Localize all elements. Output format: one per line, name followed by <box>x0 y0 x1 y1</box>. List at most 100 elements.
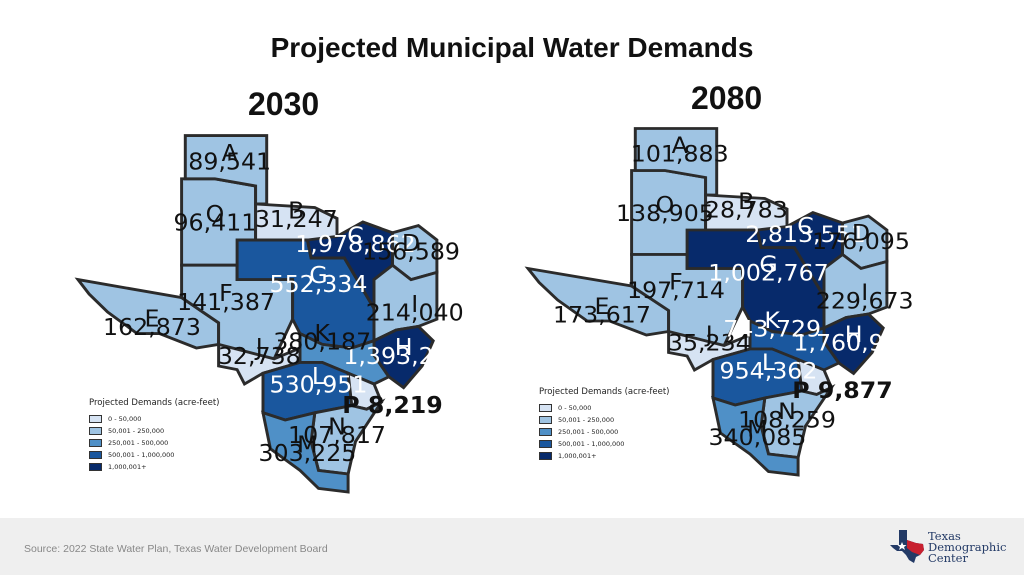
region-value: 380,187 <box>273 328 371 356</box>
map-2080-year: 2080 <box>691 80 763 116</box>
legend-item: 250,001 - 500,000 <box>89 437 220 449</box>
region-J-label: J35,234 <box>668 323 751 357</box>
region-name: I <box>411 290 418 318</box>
map-2080: A 101,883 B 28,783 C 2,813,551 D 176,095 E 173,61… <box>524 125 914 477</box>
legend-label: 250,001 - 500,000 <box>108 439 169 447</box>
region-value: 156,589 <box>362 238 460 266</box>
legend-swatch <box>539 428 552 436</box>
region-name: A <box>672 134 688 159</box>
legend-swatch <box>89 463 102 471</box>
region-value: 2,813,551 <box>745 222 865 247</box>
region-H-label: H1,760,938 <box>793 323 913 357</box>
legend-swatch <box>89 439 102 447</box>
region-value: 35,234 <box>668 331 751 356</box>
region-B <box>254 202 339 242</box>
legend-swatch <box>539 452 552 460</box>
region-name: L <box>312 362 325 390</box>
region-name: E <box>595 295 610 320</box>
region-name: G <box>309 262 327 290</box>
texas-flag-icon <box>890 530 924 563</box>
legend-item: 0 - 50,000 <box>539 402 670 414</box>
region-A <box>633 127 719 197</box>
logo-line: Demographic <box>928 539 1007 554</box>
region-value: 108,259 <box>738 408 836 433</box>
legend-label: 250,001 - 500,000 <box>558 428 619 436</box>
region-M <box>261 410 350 494</box>
region-value: 141,387 <box>177 288 275 316</box>
legend-item: 1,000,001+ <box>89 461 220 473</box>
region-name: B <box>738 190 754 215</box>
region-name: F <box>219 280 233 308</box>
region-C-label: C1,978,862 <box>295 222 416 258</box>
legend-title: Projected Demands (acre-feet) <box>539 387 670 397</box>
region-value: 173,617 <box>553 303 651 328</box>
region-P-label: P 8,219 <box>342 391 442 419</box>
legend-item: 0 - 50,000 <box>89 413 220 425</box>
legend-title: Projected Demands (acre-feet) <box>89 398 220 408</box>
region-value: 340,085 <box>708 425 806 450</box>
legend-swatch <box>539 416 552 424</box>
region-J-label: J32,738 <box>218 334 301 370</box>
region-value: 1,002,767 <box>708 261 828 286</box>
region-label-text: P 9,877 <box>792 379 892 404</box>
legend-label: 0 - 50,000 <box>108 415 142 423</box>
logo-line: Texas <box>928 528 961 543</box>
region-value: 552,334 <box>270 270 368 298</box>
region-K <box>748 318 841 372</box>
region-name: C <box>797 214 814 239</box>
region-value: 138,905 <box>616 201 714 226</box>
region-value: 303,225 <box>258 439 356 467</box>
region-value: 31,247 <box>255 205 338 233</box>
region-name: B <box>288 197 304 225</box>
region-B-label: B28,783 <box>705 190 788 224</box>
region-value: 214,040 <box>366 299 464 327</box>
region-A <box>183 134 269 206</box>
region-value: 162,873 <box>103 313 201 341</box>
map-2030: A 89,541 B 31,247 C 1,978,862 D 156,589 E 162,873… <box>74 132 464 494</box>
legend-label: 1,000,001+ <box>108 463 147 471</box>
region-name: N <box>778 400 796 425</box>
region-value: 32,738 <box>218 342 301 370</box>
region-B <box>704 193 789 232</box>
legend-item: 50,001 - 250,000 <box>89 425 220 437</box>
region-name: H <box>395 334 413 362</box>
region-A-label: A89,541 <box>188 139 271 175</box>
legend-swatch <box>539 440 552 448</box>
legend-2080: Projected Demands (acre-feet) 0 - 50,000… <box>539 387 670 462</box>
region-M <box>711 395 800 477</box>
legend-swatch <box>539 404 552 412</box>
legend-label: 0 - 50,000 <box>558 404 592 412</box>
region-name: L <box>762 351 775 376</box>
region-B-label: B31,247 <box>255 197 338 233</box>
region-name: E <box>145 305 160 333</box>
legend-swatch <box>89 451 102 459</box>
legend-label: 500,001 - 1,000,000 <box>108 451 175 459</box>
map-2080-svg: A101,883B28,783C2,813,551D176,095E173,61… <box>524 127 914 477</box>
region-name: J <box>704 323 713 348</box>
region-name: O <box>656 193 675 218</box>
region-name: D <box>852 221 870 246</box>
region-value: 229,673 <box>816 289 914 314</box>
legend-item: 50,001 - 250,000 <box>539 414 670 426</box>
region-value: 1,393,225 <box>343 342 464 370</box>
logo-line: Center <box>928 550 968 565</box>
region-O-label: O96,411 <box>173 200 256 236</box>
legend-label: 50,001 - 250,000 <box>558 416 615 424</box>
region-value: 1,760,938 <box>793 331 913 356</box>
region-value: 101,883 <box>631 142 729 167</box>
region-name: O <box>206 200 225 228</box>
